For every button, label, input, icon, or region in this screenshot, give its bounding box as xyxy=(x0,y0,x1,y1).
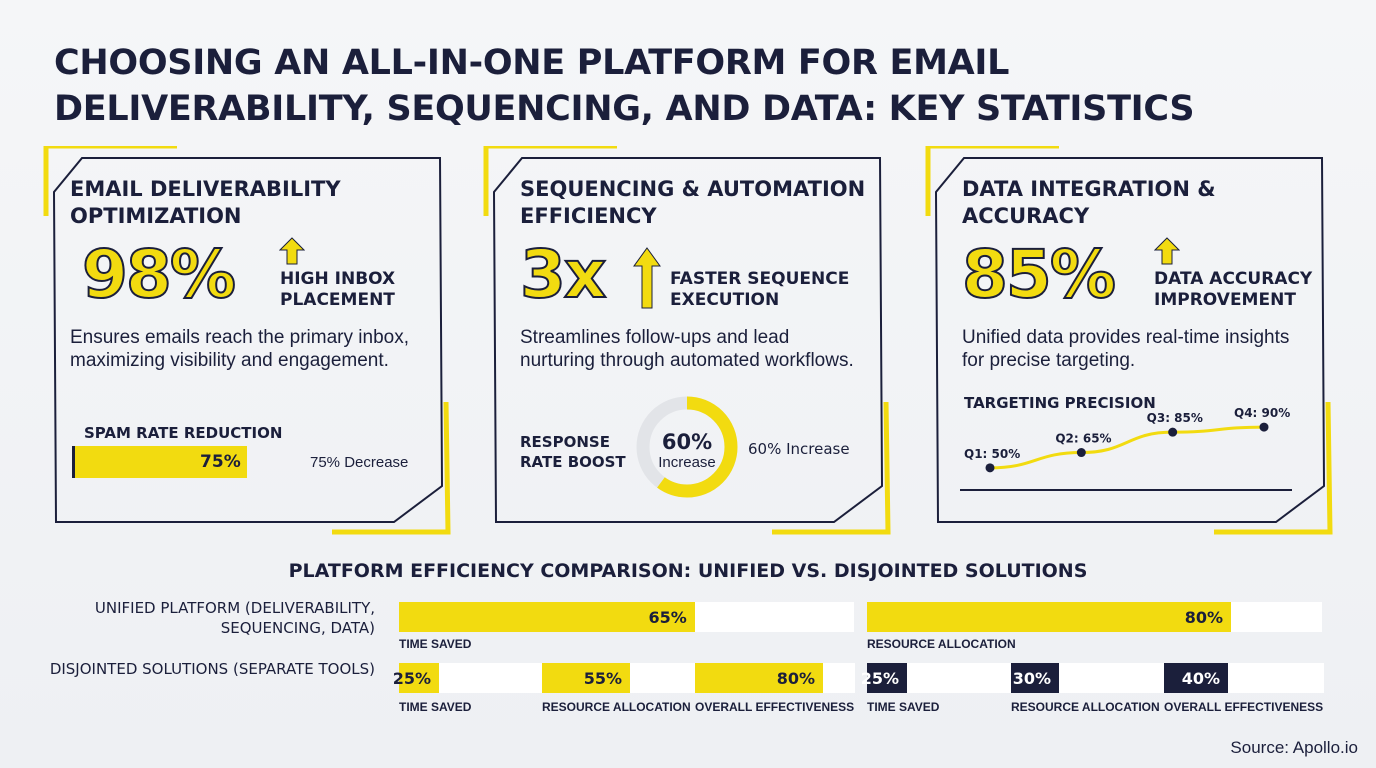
stat-label: DATA ACCURACY IMPROVEMENT xyxy=(1154,269,1313,310)
series-line xyxy=(989,425,1265,470)
stat-label: FASTER SEQUENCE EXECUTION xyxy=(670,269,850,310)
bar-category-label: RESOURCE ALLOCATION xyxy=(542,700,691,714)
bar-value: 30% xyxy=(1012,669,1051,688)
bar-track: 55% xyxy=(542,663,702,693)
bar-fill: 25% xyxy=(861,663,907,693)
spam-bar-value: 75% xyxy=(200,452,241,472)
card-description: Unified data provides real-time insights… xyxy=(962,327,1290,371)
bar-track: 80% xyxy=(695,663,855,693)
bar-category-label: OVERALL EFFECTIVENESS xyxy=(695,700,855,714)
card-title: SEQUENCING & AUTOMATION EFFICIENCY xyxy=(520,177,866,228)
donut-note: 60% Increase xyxy=(748,440,850,458)
bar-fill: 80% xyxy=(867,602,1231,632)
card-title: DATA INTEGRATION & ACCURACY xyxy=(962,177,1216,228)
bar-fill: 30% xyxy=(1011,663,1059,693)
spam-title: SPAM RATE REDUCTION xyxy=(84,424,283,442)
bar-category-label: TIME SAVED xyxy=(867,700,940,714)
line-title: TARGETING PRECISION xyxy=(964,394,1156,412)
point-label: Q2: 65% xyxy=(1055,432,1111,446)
arrow-up-icon xyxy=(633,247,661,309)
card-frame xyxy=(925,146,1333,535)
bar-track: 65% xyxy=(399,602,854,632)
bar-value: 25% xyxy=(392,669,431,688)
bar-value: 40% xyxy=(1181,669,1220,688)
stat-label: HIGH INBOX PLACEMENT xyxy=(280,269,396,310)
page-title: CHOOSING AN ALL-IN-ONE PLATFORM FOR EMAI… xyxy=(54,43,1195,129)
bar-category-label: RESOURCE ALLOCATION xyxy=(867,637,1016,651)
targeting-line-chart: Q1: 50% Q2: 65% Q3: 85% Q4: 90% xyxy=(960,406,1292,491)
bar-category-label: TIME SAVED xyxy=(399,637,472,651)
card-frame xyxy=(43,146,451,535)
deliverability-card: EMAIL DELIVERABILITY OPTIMIZATION 98% HI… xyxy=(42,146,462,536)
data-point xyxy=(1076,448,1086,458)
bar-fill: 25% xyxy=(393,663,439,693)
data-point xyxy=(1259,422,1269,432)
donut-center: 60% Increase xyxy=(632,430,742,471)
unified-row-label: UNIFIED PLATFORM (DELIVERABILITY, SEQUEN… xyxy=(94,599,375,637)
data-point xyxy=(985,463,995,473)
donut-title: RESPONSE RATE BOOST xyxy=(520,433,626,471)
arrow-up-icon xyxy=(279,237,305,265)
spam-note: 75% Decrease xyxy=(310,454,409,471)
data-point xyxy=(1168,427,1178,437)
bar-category-label: RESOURCE ALLOCATION xyxy=(1011,700,1160,714)
bar-value: 80% xyxy=(776,669,815,688)
spam-bar-track: 75% xyxy=(72,446,304,478)
donut-value-arc xyxy=(636,396,738,498)
point-label: Q4: 90% xyxy=(1234,406,1290,420)
donut-chart xyxy=(636,396,738,498)
big-stat: 85% xyxy=(961,236,1117,313)
card-title: EMAIL DELIVERABILITY OPTIMIZATION xyxy=(70,177,341,228)
comparison-title: PLATFORM EFFICIENCY COMPARISON: UNIFIED … xyxy=(288,560,1088,582)
donut-percent: 60% xyxy=(661,430,713,454)
donut-sub: Increase xyxy=(658,454,716,471)
spam-bar-fill: 75% xyxy=(75,446,247,478)
bar-value: 65% xyxy=(648,608,687,627)
bar-track: 80% xyxy=(867,602,1322,632)
card-frame xyxy=(483,146,891,535)
card-description: Streamlines follow-ups and lead nurturin… xyxy=(520,327,854,371)
card-description: Ensures emails reach the primary inbox, … xyxy=(70,327,409,371)
big-stat: 3x xyxy=(519,236,607,313)
big-stat: 98% xyxy=(81,236,237,313)
bar-track: 25% xyxy=(393,663,559,693)
bar-category-label: OVERALL EFFECTIVENESS xyxy=(1164,700,1324,714)
bar-track: 25% xyxy=(861,663,1027,693)
bar-fill: 65% xyxy=(399,602,695,632)
source-text: Source: Apollo.io xyxy=(1230,738,1358,757)
arrow-up-icon xyxy=(1154,237,1180,265)
bar-track: 30% xyxy=(1011,663,1171,693)
bar-category-label: TIME SAVED xyxy=(399,700,472,714)
bar-fill: 55% xyxy=(542,663,630,693)
bar-value: 80% xyxy=(1184,608,1223,627)
bar-value: 55% xyxy=(583,669,622,688)
point-label: Q3: 85% xyxy=(1147,411,1203,425)
data-card: DATA INTEGRATION & ACCURACY 85% DATA ACC… xyxy=(924,146,1344,536)
bar-fill: 80% xyxy=(695,663,823,693)
point-label: Q1: 50% xyxy=(964,447,1020,461)
sequencing-card: SEQUENCING & AUTOMATION EFFICIENCY 3x FA… xyxy=(482,146,902,536)
disjointed-row-label: DISJOINTED SOLUTIONS (SEPARATE TOOLS) xyxy=(49,660,375,678)
bar-track: 40% xyxy=(1164,663,1324,693)
bar-fill: 40% xyxy=(1164,663,1228,693)
bar-value: 25% xyxy=(860,669,899,688)
